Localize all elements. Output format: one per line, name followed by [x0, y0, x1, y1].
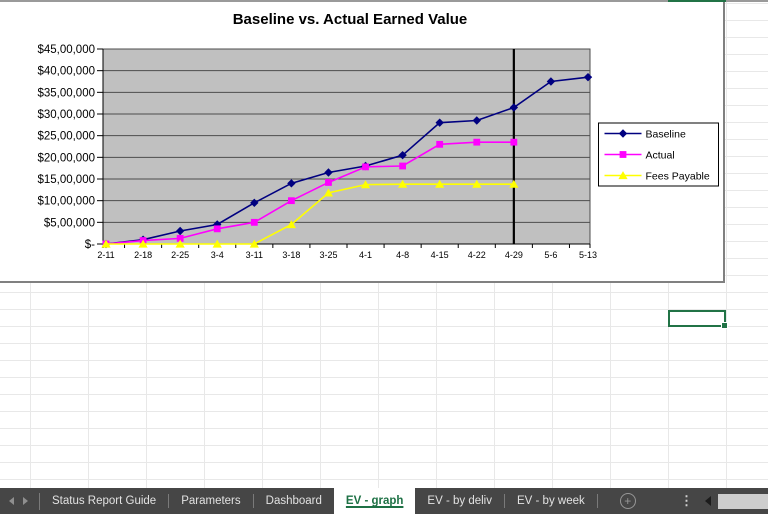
sheet-tab-parameters[interactable]: Parameters [181, 495, 241, 507]
svg-text:$-: $- [85, 239, 95, 251]
svg-text:3-18: 3-18 [282, 250, 300, 260]
svg-text:Actual: Actual [646, 149, 675, 161]
ev-line-chart: $45,00,000 $40,00,000 $35,00,000 $30,00,000… [37, 44, 719, 260]
svg-text:$25,00,000: $25,00,000 [37, 131, 95, 143]
sheet-tab-ev-graph[interactable]: EV - graph [333, 488, 416, 514]
tab-divider [596, 494, 598, 508]
tab-scroll-left-icon[interactable] [9, 497, 14, 505]
fill-handle[interactable] [721, 322, 728, 329]
tab-nav-arrows [0, 488, 39, 514]
sheet-tab-ev-by-deliv[interactable]: EV - by deliv [427, 495, 492, 507]
selected-column-indicator [668, 0, 726, 2]
svg-text:$35,00,000: $35,00,000 [37, 87, 95, 99]
svg-text:3-25: 3-25 [319, 250, 337, 260]
tab-scroll-right-icon[interactable] [23, 497, 28, 505]
header-boundary-line [0, 0, 768, 2]
svg-text:2-11: 2-11 [97, 250, 114, 260]
tabbar-spacer [636, 488, 680, 514]
horizontal-scrollbar-thumb[interactable] [718, 493, 768, 509]
svg-text:2-25: 2-25 [171, 250, 189, 260]
plus-icon: + [624, 494, 632, 508]
svg-text:4-22: 4-22 [468, 250, 486, 260]
svg-text:2-18: 2-18 [134, 250, 152, 260]
svg-text:4-1: 4-1 [359, 250, 372, 260]
sheet-tab-status-report-guide[interactable]: Status Report Guide [52, 495, 157, 507]
svg-text:$40,00,000: $40,00,000 [37, 66, 95, 78]
chart-title: Baseline vs. Actual Earned Value [232, 11, 468, 28]
svg-text:5-6: 5-6 [544, 250, 557, 260]
svg-text:4-29: 4-29 [505, 250, 523, 260]
svg-text:4-15: 4-15 [431, 250, 449, 260]
svg-text:Fees Payable: Fees Payable [646, 170, 710, 182]
sheet-tab-dashboard[interactable]: Dashboard [265, 495, 322, 507]
svg-text:3-4: 3-4 [211, 250, 224, 260]
svg-text:$45,00,000: $45,00,000 [37, 44, 95, 56]
svg-text:$5,00,000: $5,00,000 [44, 217, 95, 229]
tab-divider [252, 494, 254, 508]
sheet-tab-bar: Status Report Guide Parameters Dashboard… [0, 488, 768, 514]
svg-text:$15,00,000: $15,00,000 [37, 174, 95, 186]
svg-text:4-8: 4-8 [396, 250, 409, 260]
svg-text:$20,00,000: $20,00,000 [37, 152, 95, 164]
svg-text:$10,00,000: $10,00,000 [37, 196, 95, 208]
svg-text:Baseline: Baseline [646, 128, 686, 140]
selected-cell[interactable] [668, 310, 728, 329]
svg-text:3-11: 3-11 [246, 250, 263, 260]
svg-text:$30,00,000: $30,00,000 [37, 109, 95, 121]
new-sheet-button[interactable]: + [619, 493, 636, 509]
ev-chart-object[interactable]: Baseline vs. Actual Earned Value $45,00,… [0, 2, 725, 283]
tab-divider [503, 494, 505, 508]
svg-text:5-13: 5-13 [579, 250, 597, 260]
scrollbar-left-arrow-icon[interactable] [705, 496, 711, 506]
tab-divider [168, 494, 170, 508]
more-options-icon[interactable]: ⋮ [680, 493, 693, 508]
tab-divider [39, 492, 40, 510]
sheet-tab-ev-by-week[interactable]: EV - by week [516, 495, 585, 507]
